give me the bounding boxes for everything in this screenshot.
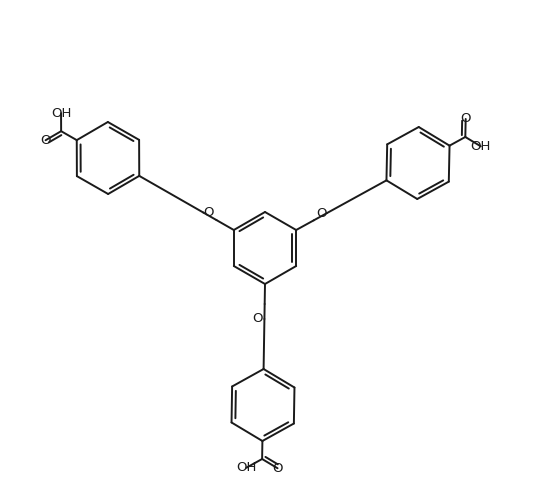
Text: OH: OH: [471, 140, 491, 153]
Text: O: O: [40, 134, 51, 147]
Text: O: O: [252, 313, 263, 326]
Text: O: O: [460, 113, 471, 125]
Text: O: O: [272, 462, 283, 475]
Text: O: O: [203, 206, 214, 219]
Text: O: O: [317, 207, 327, 220]
Text: OH: OH: [236, 461, 257, 474]
Text: OH: OH: [51, 107, 71, 120]
